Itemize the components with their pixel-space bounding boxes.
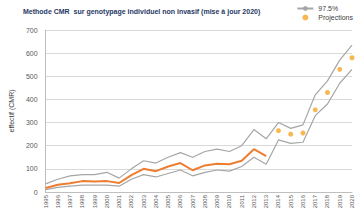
svg-text:2009: 2009 (214, 194, 220, 208)
svg-text:2013: 2013 (263, 194, 269, 208)
svg-text:2000: 2000 (104, 194, 110, 208)
svg-text:2004: 2004 (153, 194, 159, 208)
svg-text:2016: 2016 (300, 194, 306, 208)
svg-text:2014: 2014 (275, 194, 281, 208)
svg-text:2012: 2012 (251, 194, 257, 208)
svg-text:400: 400 (26, 96, 38, 103)
svg-text:2018: 2018 (324, 194, 330, 208)
svg-text:Projections: Projections (318, 14, 353, 22)
svg-text:2015: 2015 (288, 194, 294, 208)
svg-text:1996: 1996 (55, 194, 61, 208)
svg-text:2020: 2020 (349, 194, 355, 208)
svg-text:2003: 2003 (141, 194, 147, 208)
svg-text:0: 0 (34, 189, 38, 196)
svg-text:effectif (CMR): effectif (CMR) (8, 89, 16, 132)
svg-text:700: 700 (26, 27, 38, 34)
svg-text:1997: 1997 (67, 194, 73, 208)
svg-text:1999: 1999 (92, 194, 98, 208)
svg-text:100: 100 (26, 165, 38, 172)
svg-text:1998: 1998 (79, 194, 85, 208)
svg-text:2008: 2008 (202, 194, 208, 208)
svg-text:2006: 2006 (177, 194, 183, 208)
svg-text:2001: 2001 (116, 194, 122, 208)
svg-text:2017: 2017 (312, 194, 318, 208)
svg-text:1995: 1995 (43, 194, 49, 208)
svg-text:2011: 2011 (239, 194, 245, 208)
svg-text:300: 300 (26, 119, 38, 126)
svg-text:600: 600 (26, 50, 38, 57)
svg-text:97.5%: 97.5% (318, 5, 338, 12)
svg-text:500: 500 (26, 73, 38, 80)
svg-text:2007: 2007 (190, 194, 196, 208)
svg-text:Methode CMR sur genotypage in: Methode CMR sur genotypage individuel no… (23, 8, 260, 16)
svg-text:2019: 2019 (337, 194, 343, 208)
svg-text:2002: 2002 (128, 194, 134, 208)
svg-text:2010: 2010 (226, 194, 232, 208)
svg-text:200: 200 (26, 142, 38, 149)
svg-text:2005: 2005 (165, 194, 171, 208)
